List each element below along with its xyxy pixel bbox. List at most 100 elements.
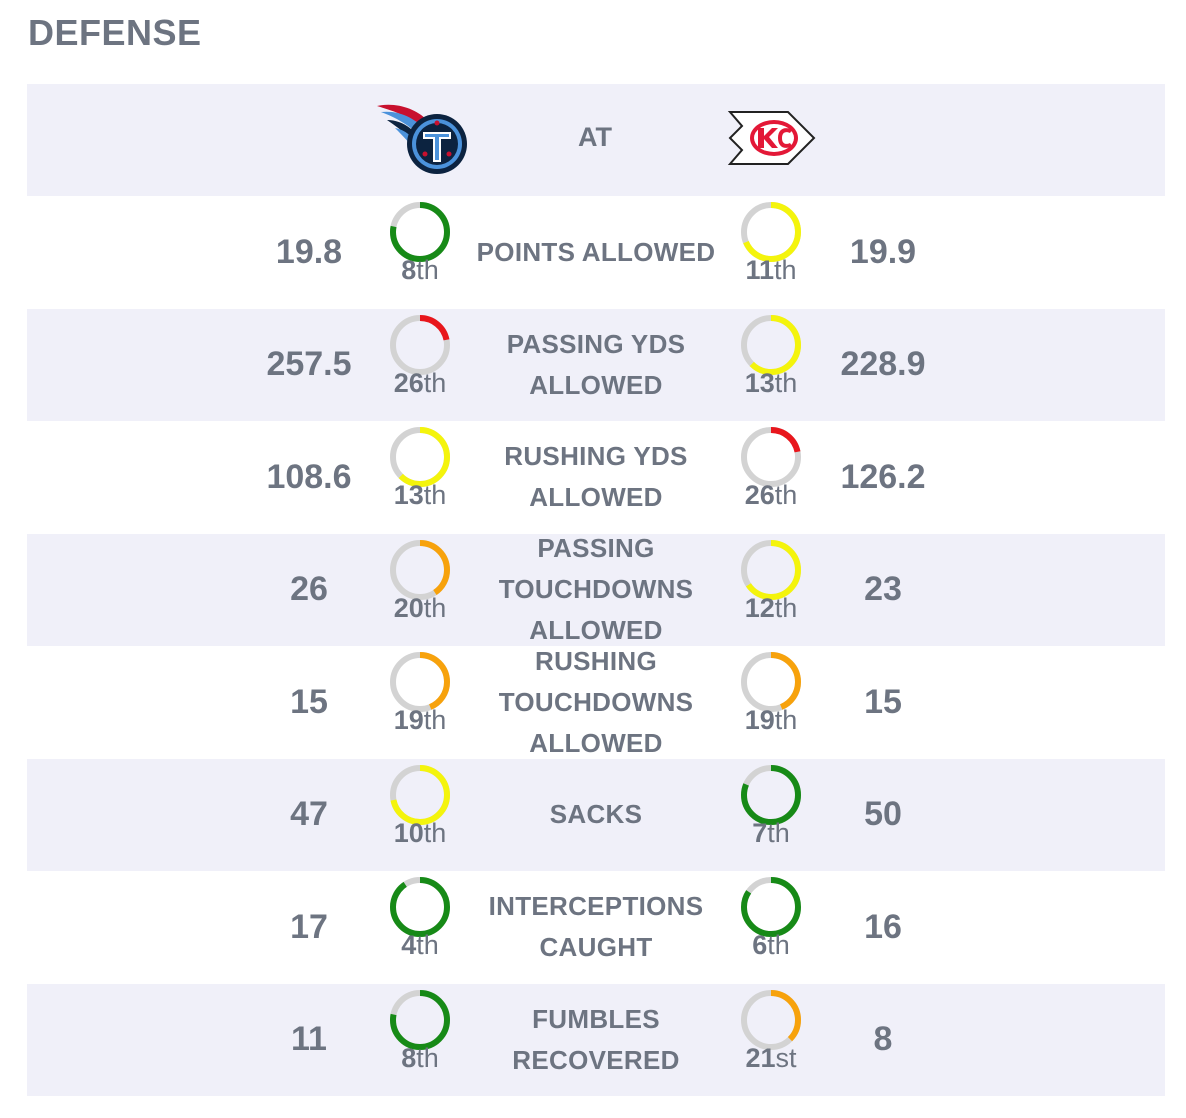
home-rank-indicator: 11th xyxy=(723,196,819,309)
home-rank-label: 13th xyxy=(723,368,819,399)
rank-suffix: th xyxy=(423,367,447,398)
rank-ring-arc xyxy=(390,764,450,825)
away-rank-ring xyxy=(390,764,450,825)
rank-number: 10 xyxy=(393,817,424,848)
home-rank-ring xyxy=(741,989,801,1050)
rank-ring-arc xyxy=(741,314,801,375)
away-rank-indicator: 26th xyxy=(372,309,468,422)
away-rank-label: 10th xyxy=(372,818,468,849)
home-rank-indicator: 6th xyxy=(723,871,819,984)
rank-number: 26 xyxy=(744,480,775,510)
away-rank-indicator: 10th xyxy=(372,759,468,872)
stat-row: 11 8th FUMBLES RECOVERED 21st 8 xyxy=(27,983,1165,1097)
away-rank-label: 26th xyxy=(372,368,468,399)
stat-label: PASSING YDS ALLOWED xyxy=(506,328,686,400)
rank-ring-arc xyxy=(390,314,450,375)
away-rank-label: 4th xyxy=(372,930,468,961)
home-stat-value: 8 xyxy=(873,1020,893,1059)
stat-row: 47 10th SACKS 7th 50 xyxy=(27,758,1165,872)
rank-ring-arc xyxy=(741,652,801,712)
rank-ring-arc xyxy=(390,877,450,937)
rank-ring-arc xyxy=(741,202,801,262)
away-stat-value: 108.6 xyxy=(266,457,352,496)
rank-suffix: th xyxy=(767,817,790,848)
home-rank-indicator: 13th xyxy=(723,309,819,422)
stat-label: RUSHING TOUCHDOWNS ALLOWED xyxy=(498,645,694,758)
stat-label: POINTS ALLOWED xyxy=(476,236,716,267)
rank-suffix: th xyxy=(416,930,439,960)
home-stat-value: 15 xyxy=(864,682,902,721)
away-rank-label: 13th xyxy=(372,480,468,511)
away-rank-indicator: 19th xyxy=(372,646,468,759)
rank-number: 20 xyxy=(393,592,424,623)
away-rank-label: 20th xyxy=(372,593,468,624)
rank-number: 21 xyxy=(745,1042,776,1073)
away-rank-label: 19th xyxy=(372,705,468,736)
table-header: AT xyxy=(27,84,1165,196)
rank-suffix: th xyxy=(423,480,447,510)
away-rank-indicator: 20th xyxy=(372,534,468,647)
away-rank-indicator: 8th xyxy=(372,984,468,1097)
rank-ring-arc xyxy=(390,539,450,600)
rank-ring-arc xyxy=(390,989,450,1050)
away-rank-ring xyxy=(390,202,450,262)
home-stat-value: 50 xyxy=(864,795,902,834)
stat-label: RUSHING YDS ALLOWED xyxy=(504,441,688,513)
rank-suffix: th xyxy=(416,255,439,285)
away-stat-value: 11 xyxy=(291,1020,327,1059)
away-rank-ring xyxy=(390,539,450,600)
stat-label: FUMBLES RECOVERED xyxy=(512,1003,680,1075)
away-stat-value: 17 xyxy=(290,907,328,946)
away-stat-value: 47 xyxy=(290,795,328,834)
away-rank-indicator: 8th xyxy=(372,196,468,309)
stat-row: 15 19th RUSHING TOUCHDOWNS ALLOWED 19th 15 xyxy=(27,646,1165,759)
rank-number: 19 xyxy=(744,705,775,735)
home-rank-label: 12th xyxy=(723,593,819,624)
home-stat-value: 126.2 xyxy=(840,457,926,496)
rank-number: 7 xyxy=(752,817,768,848)
home-rank-indicator: 12th xyxy=(723,534,819,647)
rank-suffix: th xyxy=(774,255,797,285)
home-stat-value: 16 xyxy=(864,907,902,946)
rank-suffix: st xyxy=(775,1042,797,1073)
defense-comparison-table: AT 19.8 8th POINTS ALLOWED 11th 19.9 257.5 26t… xyxy=(27,84,1165,1096)
rank-suffix: th xyxy=(423,592,447,623)
home-rank-ring xyxy=(741,652,801,712)
home-rank-ring xyxy=(741,202,801,262)
stat-label: PASSING TOUCHDOWNS ALLOWED xyxy=(498,533,694,646)
home-rank-ring xyxy=(741,314,801,375)
away-stat-value: 15 xyxy=(290,682,328,721)
rank-ring-arc xyxy=(741,764,801,825)
home-rank-label: 19th xyxy=(723,705,819,736)
home-rank-indicator: 19th xyxy=(723,646,819,759)
rank-number: 11 xyxy=(745,255,774,285)
titans-logo-icon[interactable] xyxy=(375,102,471,178)
rank-number: 4 xyxy=(401,930,417,960)
rank-ring-arc xyxy=(741,539,801,600)
home-rank-label: 11th xyxy=(723,255,819,286)
at-label: AT xyxy=(578,122,612,152)
rank-ring-arc xyxy=(741,989,801,1050)
home-stat-value: 23 xyxy=(864,570,902,609)
stat-row: 108.6 13th RUSHING YDS ALLOWED 26th 126.2 xyxy=(27,421,1165,534)
home-rank-ring xyxy=(741,427,801,487)
rank-number: 19 xyxy=(393,705,424,735)
rank-suffix: th xyxy=(416,1042,439,1073)
rank-suffix: th xyxy=(423,705,447,735)
rank-suffix: th xyxy=(774,592,798,623)
rank-number: 26 xyxy=(393,367,424,398)
home-rank-label: 6th xyxy=(723,930,819,961)
rank-suffix: th xyxy=(774,480,798,510)
rank-ring-arc xyxy=(741,427,801,487)
rank-suffix: th xyxy=(423,817,447,848)
rank-ring-arc xyxy=(390,427,450,487)
chiefs-logo-icon[interactable] xyxy=(722,106,818,182)
stat-row: 17 4th INTERCEPTIONS CAUGHT 6th 16 xyxy=(27,871,1165,984)
away-rank-ring xyxy=(390,989,450,1050)
away-stat-value: 257.5 xyxy=(266,345,352,384)
rank-number: 13 xyxy=(393,480,424,510)
rank-number: 6 xyxy=(752,930,768,960)
section-title: DEFENSE xyxy=(28,12,202,53)
rank-number: 8 xyxy=(401,255,417,285)
home-rank-indicator: 7th xyxy=(723,759,819,872)
